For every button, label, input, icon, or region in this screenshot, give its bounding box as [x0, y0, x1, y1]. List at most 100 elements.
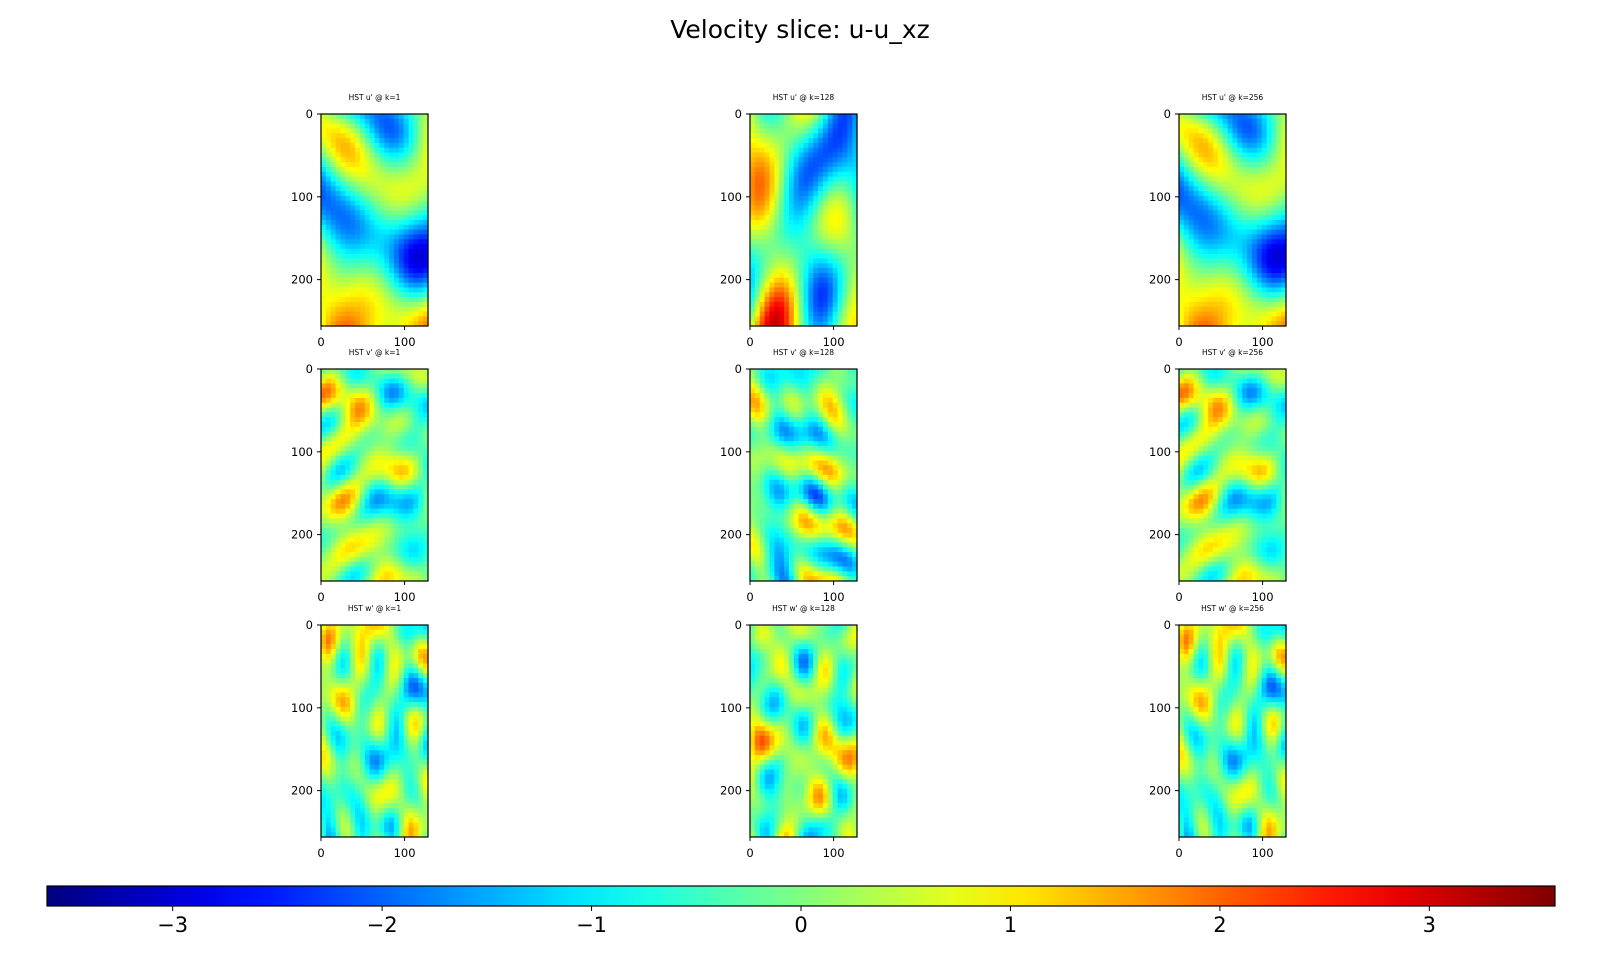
heatmap-cell — [818, 422, 824, 428]
heatmap-cell — [413, 162, 419, 168]
heatmap-cell — [754, 528, 761, 534]
heatmap-cell — [369, 431, 376, 438]
heatmap-cell — [389, 426, 395, 433]
heatmap-cell — [374, 571, 380, 577]
heatmap-cell — [1198, 210, 1204, 216]
heatmap-cell — [413, 561, 419, 568]
heatmap-cell — [798, 123, 805, 130]
heatmap-cell — [769, 224, 775, 231]
heatmap-cell — [808, 484, 814, 491]
heatmap-cell — [330, 118, 337, 125]
heatmap-cell — [754, 277, 761, 284]
heatmap-cell — [1208, 316, 1214, 322]
heatmap-cell — [827, 450, 834, 457]
heatmap-cell — [364, 393, 371, 399]
heatmap-cell — [398, 484, 405, 491]
heatmap-cell — [398, 499, 405, 505]
heatmap-cell — [389, 484, 395, 491]
heatmap-cell — [1281, 181, 1287, 187]
heatmap-cell — [384, 523, 390, 529]
heatmap-cell — [398, 441, 405, 447]
heatmap-cell — [784, 191, 790, 197]
heatmap-cell — [1271, 186, 1277, 192]
heatmap-cell — [418, 479, 424, 486]
heatmap-cell — [827, 244, 834, 250]
heatmap-cell — [793, 369, 800, 375]
heatmap-cell — [340, 162, 346, 168]
heatmap-cell — [379, 523, 385, 529]
heatmap-cell — [355, 147, 361, 154]
heatmap-cell — [413, 186, 419, 192]
heatmap-cell — [418, 503, 424, 510]
heatmap-cell — [788, 200, 795, 207]
heatmap-cell — [827, 489, 834, 495]
x-tick-label: 0 — [746, 590, 753, 604]
heatmap-cell — [1251, 114, 1258, 120]
heatmap-cell — [822, 499, 829, 505]
heatmap-cell — [842, 123, 848, 130]
heatmap-cell — [1261, 373, 1268, 380]
heatmap-cell — [1247, 114, 1253, 120]
heatmap-cell — [340, 561, 346, 568]
heatmap-cell — [832, 455, 839, 462]
heatmap-cell — [813, 407, 819, 413]
heatmap-cell — [389, 542, 395, 548]
heatmap-cell — [754, 422, 761, 428]
heatmap-cell — [369, 417, 376, 423]
heatmap-cell — [847, 556, 853, 563]
heatmap-cell — [321, 513, 327, 519]
heatmap-cell — [355, 378, 361, 385]
heatmap-cell — [321, 388, 327, 394]
heatmap-cell — [345, 268, 351, 274]
heatmap-cell — [340, 301, 346, 308]
heatmap-cell — [813, 518, 819, 524]
heatmap-cell — [779, 556, 785, 563]
heatmap-cell — [1232, 253, 1238, 260]
heatmap-cell — [774, 210, 780, 216]
heatmap-cell — [1222, 195, 1229, 202]
heatmap-cell — [359, 292, 366, 298]
heatmap-cell — [403, 369, 410, 375]
heatmap-cell — [321, 220, 327, 226]
heatmap-cell — [1217, 301, 1224, 308]
heatmap-cell — [350, 287, 356, 293]
heatmap-cell — [403, 224, 410, 231]
heatmap-cell — [798, 220, 805, 226]
heatmap-cell — [1198, 195, 1204, 202]
heatmap-cell — [1208, 378, 1214, 385]
heatmap-cell — [389, 431, 395, 438]
heatmap-cell — [350, 465, 356, 471]
heatmap-cell — [774, 118, 780, 125]
heatmap-cell — [340, 268, 346, 274]
heatmap-cell — [813, 205, 819, 211]
heatmap-cell — [1217, 171, 1224, 178]
heatmap-cell — [798, 142, 805, 149]
heatmap-cell — [1188, 239, 1195, 245]
heatmap-cell — [774, 234, 780, 240]
heatmap-cell — [842, 311, 848, 317]
heatmap-cell — [408, 167, 415, 173]
heatmap-cell — [1193, 253, 1200, 260]
heatmap-cell — [403, 316, 410, 322]
heatmap-cell — [350, 191, 356, 197]
heatmap-cell — [808, 460, 814, 466]
heatmap-cell — [779, 248, 785, 255]
heatmap-cell — [379, 273, 385, 279]
heatmap-cell — [1179, 205, 1185, 211]
heatmap-cell — [754, 205, 761, 211]
heatmap-cell — [784, 508, 790, 515]
heatmap-cell — [408, 489, 415, 495]
heatmap-cell — [1198, 258, 1204, 264]
heatmap-cell — [822, 118, 829, 125]
heatmap-cell — [1203, 258, 1209, 264]
heatmap-cell — [1208, 200, 1214, 207]
heatmap-cell — [774, 273, 780, 279]
heatmap-cell — [837, 446, 844, 452]
heatmap-cell — [1203, 171, 1209, 178]
heatmap-cell — [369, 532, 376, 539]
heatmap-cell — [1188, 277, 1195, 284]
heatmap-cell — [369, 220, 376, 226]
heatmap-cell — [750, 378, 756, 385]
heatmap-cell — [408, 571, 415, 577]
heatmap-cell — [384, 470, 390, 476]
